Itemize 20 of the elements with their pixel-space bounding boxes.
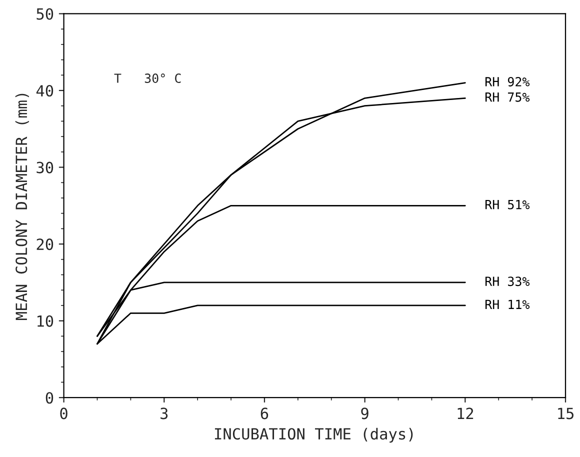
y-tick-label: 20 [36, 238, 54, 250]
y-tick-label: 10 [38, 315, 54, 327]
x-tick-label: 3 [160, 408, 168, 420]
y-tick-label: 30 [36, 162, 54, 174]
x-tick-label: 15 [558, 408, 574, 420]
series-label: RH 51% [485, 200, 530, 210]
annotation: T 30° C [114, 74, 181, 83]
x-tick-label: 6 [260, 408, 268, 420]
x-axis-title: INCUBATION TIME (days) [214, 428, 413, 443]
x-tick-label: 0 [60, 408, 68, 420]
y-tick-label: 0 [46, 392, 54, 404]
x-tick-label: 12 [458, 408, 474, 419]
series-label: RH 75% [485, 92, 530, 102]
y-tick-label: 50 [36, 8, 54, 20]
y-tick-label: 40 [36, 84, 54, 97]
series-label: RH 92% [485, 77, 530, 86]
series-label: RH 33% [485, 276, 530, 286]
y-axis-title: MEAN COLONY DIAMETER (mm) [15, 94, 29, 320]
series-label: RH 11% [485, 300, 530, 309]
x-tick-label: 9 [361, 408, 368, 420]
